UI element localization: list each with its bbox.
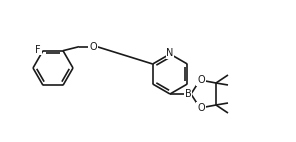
Text: B: B (185, 89, 192, 99)
Text: F: F (35, 45, 41, 55)
Text: O: O (89, 42, 97, 52)
Text: O: O (197, 75, 205, 85)
Text: O: O (197, 103, 205, 113)
Text: N: N (166, 48, 174, 58)
